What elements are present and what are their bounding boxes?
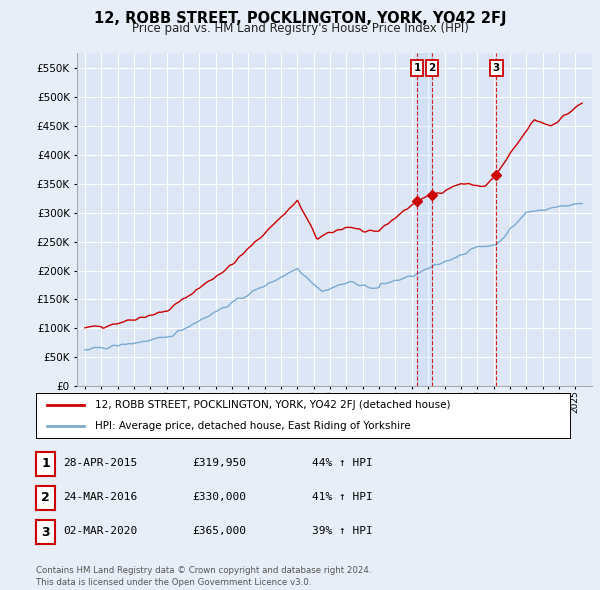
Bar xyxy=(417,53,432,386)
Text: Contains HM Land Registry data © Crown copyright and database right 2024.
This d: Contains HM Land Registry data © Crown c… xyxy=(36,566,371,587)
Text: 44% ↑ HPI: 44% ↑ HPI xyxy=(312,458,373,467)
Text: 2: 2 xyxy=(41,491,50,504)
Text: 2: 2 xyxy=(428,63,436,73)
Text: 3: 3 xyxy=(493,63,500,73)
Text: 12, ROBB STREET, POCKLINGTON, YORK, YO42 2FJ (detached house): 12, ROBB STREET, POCKLINGTON, YORK, YO42… xyxy=(95,400,450,410)
Text: Price paid vs. HM Land Registry's House Price Index (HPI): Price paid vs. HM Land Registry's House … xyxy=(131,22,469,35)
Text: £365,000: £365,000 xyxy=(192,526,246,536)
Text: £330,000: £330,000 xyxy=(192,492,246,502)
Text: 28-APR-2015: 28-APR-2015 xyxy=(63,458,137,467)
Text: 3: 3 xyxy=(41,526,50,539)
Text: 1: 1 xyxy=(41,457,50,470)
Text: 39% ↑ HPI: 39% ↑ HPI xyxy=(312,526,373,536)
Text: 24-MAR-2016: 24-MAR-2016 xyxy=(63,492,137,502)
Text: 41% ↑ HPI: 41% ↑ HPI xyxy=(312,492,373,502)
Text: 1: 1 xyxy=(413,63,421,73)
Text: 02-MAR-2020: 02-MAR-2020 xyxy=(63,526,137,536)
Text: HPI: Average price, detached house, East Riding of Yorkshire: HPI: Average price, detached house, East… xyxy=(95,421,410,431)
Text: £319,950: £319,950 xyxy=(192,458,246,467)
Text: 12, ROBB STREET, POCKLINGTON, YORK, YO42 2FJ: 12, ROBB STREET, POCKLINGTON, YORK, YO42… xyxy=(94,11,506,25)
